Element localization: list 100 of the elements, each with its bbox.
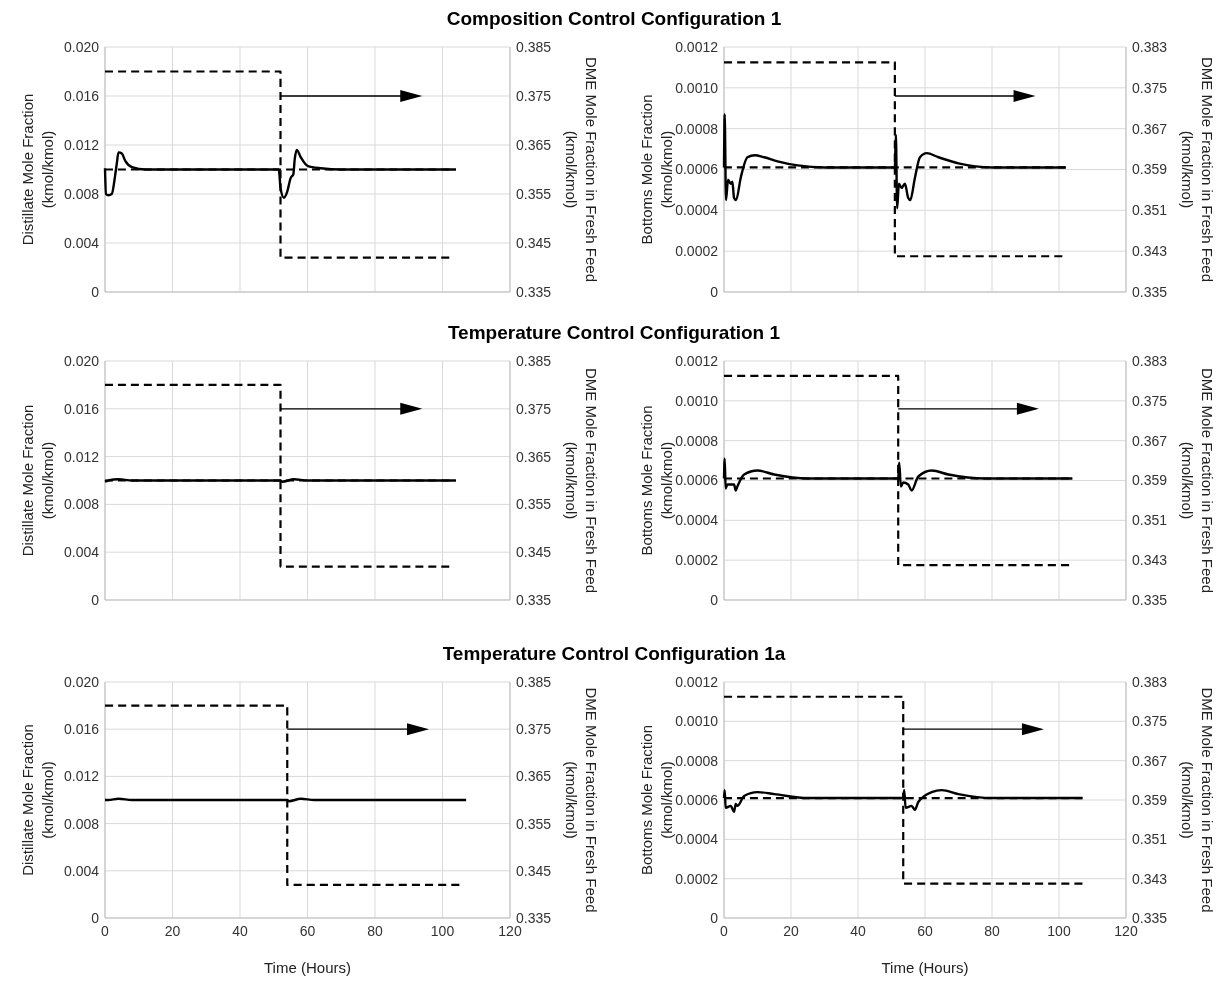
y-tick-label: 0.0002: [675, 552, 719, 569]
y-tick-label: 0.0004: [675, 831, 719, 848]
x-tick-label: 0: [720, 923, 729, 939]
y-tick-label: 0: [91, 283, 100, 300]
y2-axis-title: DME Mole Fraction in Fresh Feed (kmol/kmol): [563, 687, 600, 913]
y-tick-label: 0: [91, 591, 100, 608]
y2-tick-label: 0.367: [1132, 120, 1168, 137]
y2-tick-label: 0.365: [516, 448, 552, 465]
y2-tick-label: 0.335: [1132, 909, 1168, 926]
y-tick-label: 0.012: [63, 136, 100, 153]
y2-tick-label: 0.375: [1132, 79, 1168, 96]
y-tick-label: 0.008: [63, 185, 100, 202]
y-tick-label: 0.0010: [675, 79, 719, 96]
y-axis-title: Bottoms Mole Fraction (kmol/kmol): [638, 94, 675, 245]
y2-tick-label: 0.343: [1132, 870, 1168, 887]
x-tick-label: 20: [164, 923, 181, 939]
y2-axis-title: DME Mole Fraction in Fresh Feed (kmol/kmol): [1179, 687, 1216, 913]
y2-tick-label: 0.335: [516, 591, 552, 608]
y2-tick-label: 0.335: [1132, 283, 1168, 300]
y2-axis-title: DME Mole Fraction in Fresh Feed (kmol/kmol): [1179, 56, 1216, 283]
y2-tick-label: 0.375: [516, 87, 552, 104]
text: Temperature Control Configuration 1a: [442, 643, 786, 664]
x-tick-label: 120: [1114, 923, 1138, 939]
y-tick-label: 0: [91, 909, 100, 926]
y-tick-label: 0.004: [63, 862, 100, 879]
y2-tick-label: 0.355: [516, 185, 552, 202]
y2-tick-label: 0.343: [1132, 243, 1168, 260]
y2-tick-label: 0.383: [1132, 38, 1168, 55]
y2-tick-label: 0.375: [1132, 392, 1168, 409]
y2-tick-label: 0.351: [1132, 831, 1168, 848]
y2-tick-label: 0.385: [516, 352, 552, 369]
x-tick-label: 100: [1047, 923, 1071, 939]
y-tick-label: 0.0002: [675, 870, 719, 887]
y-tick-label: 0.0012: [675, 673, 719, 690]
y-axis-title: Distillate Mole Fraction (kmol/kmol): [19, 724, 56, 876]
y2-tick-label: 0.359: [1132, 791, 1168, 808]
y2-tick-label: 0.335: [516, 283, 552, 300]
y2-axis-title: DME Mole Fraction in Fresh Feed (kmol/kmol): [563, 367, 600, 594]
y-tick-label: 0.0006: [675, 791, 719, 808]
y-tick-label: 0.0012: [675, 352, 719, 369]
y2-tick-label: 0.385: [516, 38, 552, 55]
y-tick-label: 0.016: [63, 721, 100, 738]
y2-tick-label: 0.351: [1132, 202, 1168, 219]
x-tick-label: 120: [498, 923, 522, 939]
y-tick-label: 0.0002: [675, 243, 719, 260]
x-tick-label: 20: [783, 923, 799, 939]
x-tick-label: 60: [917, 923, 933, 939]
y-axis-title: Distillate Mole Fraction (kmol/kmol): [19, 404, 56, 557]
y2-tick-label: 0.375: [516, 721, 552, 738]
y2-tick-label: 0.367: [1132, 432, 1168, 449]
y2-tick-label: 0.355: [516, 496, 552, 513]
y2-axis-title: DME Mole Fraction in Fresh Feed (kmol/kmol): [563, 56, 600, 283]
y-tick-label: 0.016: [63, 400, 100, 417]
y2-tick-label: 0.355: [516, 815, 552, 832]
y2-tick-label: 0.375: [1132, 713, 1168, 730]
y2-tick-label: 0.375: [516, 400, 552, 417]
y-tick-label: 0: [710, 591, 719, 608]
y-tick-label: 0.004: [63, 234, 100, 251]
y-tick-label: 0.0004: [675, 512, 719, 529]
text: Composition Control Configuration 1: [446, 8, 782, 29]
x-tick-label: 80: [984, 923, 1000, 939]
x-tick-label: 40: [232, 923, 248, 939]
y2-tick-label: 0.385: [516, 673, 552, 690]
y-tick-label: 0.0008: [675, 752, 719, 769]
y-tick-label: 0.008: [63, 496, 100, 513]
y-tick-label: 0: [710, 283, 719, 300]
y2-axis-title: DME Mole Fraction in Fresh Feed (kmol/kmol): [1179, 367, 1216, 594]
x-axis-title: Time (Hours): [881, 959, 969, 976]
y2-tick-label: 0.345: [516, 544, 552, 561]
y-tick-label: 0.0004: [675, 202, 719, 219]
y-tick-label: 0.020: [63, 352, 100, 369]
y2-tick-label: 0.345: [516, 862, 552, 879]
y2-tick-label: 0.345: [516, 234, 552, 251]
y-tick-label: 0.016: [63, 87, 100, 104]
y2-tick-label: 0.383: [1132, 673, 1168, 690]
y-axis-title: Bottoms Mole Fraction (kmol/kmol): [638, 405, 675, 556]
y2-tick-label: 0.335: [516, 909, 552, 926]
y-tick-label: 0.0012: [675, 38, 719, 55]
y-axis-title: Distillate Mole Fraction (kmol/kmol): [19, 93, 56, 246]
x-axis-title: Time (Hours): [264, 959, 351, 976]
y-tick-label: 0.004: [63, 544, 100, 561]
y2-tick-label: 0.365: [516, 136, 552, 153]
y-tick-label: 0: [710, 909, 719, 926]
x-tick-label: 40: [850, 923, 866, 939]
y-tick-label: 0.0006: [675, 472, 719, 489]
y-tick-label: 0.0010: [675, 392, 719, 409]
y-tick-label: 0.020: [63, 38, 100, 55]
y2-tick-label: 0.359: [1132, 472, 1168, 489]
y2-tick-label: 0.365: [516, 768, 552, 785]
y-tick-label: 0.0006: [675, 161, 719, 178]
y2-tick-label: 0.335: [1132, 591, 1168, 608]
y-tick-label: 0.008: [63, 815, 100, 832]
y-tick-label: 0.012: [63, 448, 100, 465]
y-tick-label: 0.0008: [675, 432, 719, 449]
y2-tick-label: 0.359: [1132, 161, 1168, 178]
x-tick-label: 80: [367, 923, 383, 939]
y-tick-label: 0.0008: [675, 120, 719, 137]
x-tick-label: 0: [101, 923, 110, 939]
y-tick-label: 0.020: [63, 673, 100, 690]
y2-tick-label: 0.343: [1132, 552, 1168, 569]
